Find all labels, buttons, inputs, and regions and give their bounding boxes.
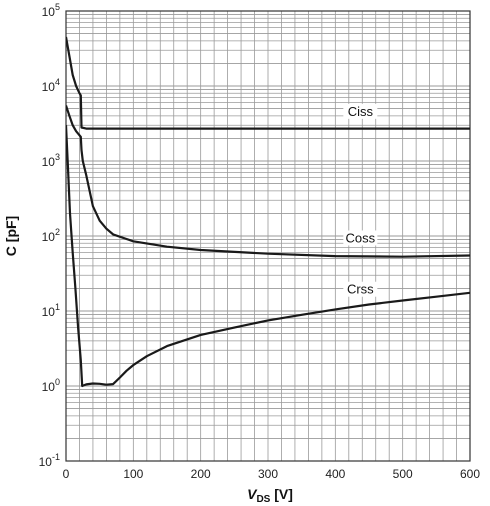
series-line-ciss <box>66 36 470 130</box>
y-tick-label: 103 <box>42 152 60 169</box>
series-label-bg <box>343 281 378 297</box>
x-tick-label: 500 <box>393 467 413 481</box>
x-tick-label: 200 <box>191 467 211 481</box>
series-label-coss: Coss <box>346 230 376 245</box>
y-tick-label: 100 <box>42 377 60 394</box>
series-label-bg <box>343 103 378 119</box>
y-tick-label: 105 <box>42 2 60 19</box>
y-axis-title: C [pF] <box>3 216 19 256</box>
x-axis-title: VDS [V] <box>247 486 293 505</box>
series-label-bg <box>343 230 378 246</box>
plot-frame <box>65 10 471 462</box>
series-line-coss <box>66 105 470 258</box>
y-tick-label: 102 <box>42 227 60 244</box>
grid <box>65 11 471 462</box>
x-tick-label: 0 <box>63 467 70 481</box>
x-tick-label: 600 <box>460 467 480 481</box>
y-tick-label: 10-1 <box>39 452 60 469</box>
x-tick-label: 300 <box>258 467 278 481</box>
series-label-ciss: Ciss <box>348 104 374 119</box>
x-tick-label: 100 <box>123 467 143 481</box>
y-tick-label: 101 <box>42 302 60 319</box>
series-label-crss: Crss <box>347 282 374 297</box>
x-tick-label: 400 <box>325 467 345 481</box>
series-line-crss <box>66 125 470 388</box>
y-tick-label: 104 <box>42 77 60 94</box>
